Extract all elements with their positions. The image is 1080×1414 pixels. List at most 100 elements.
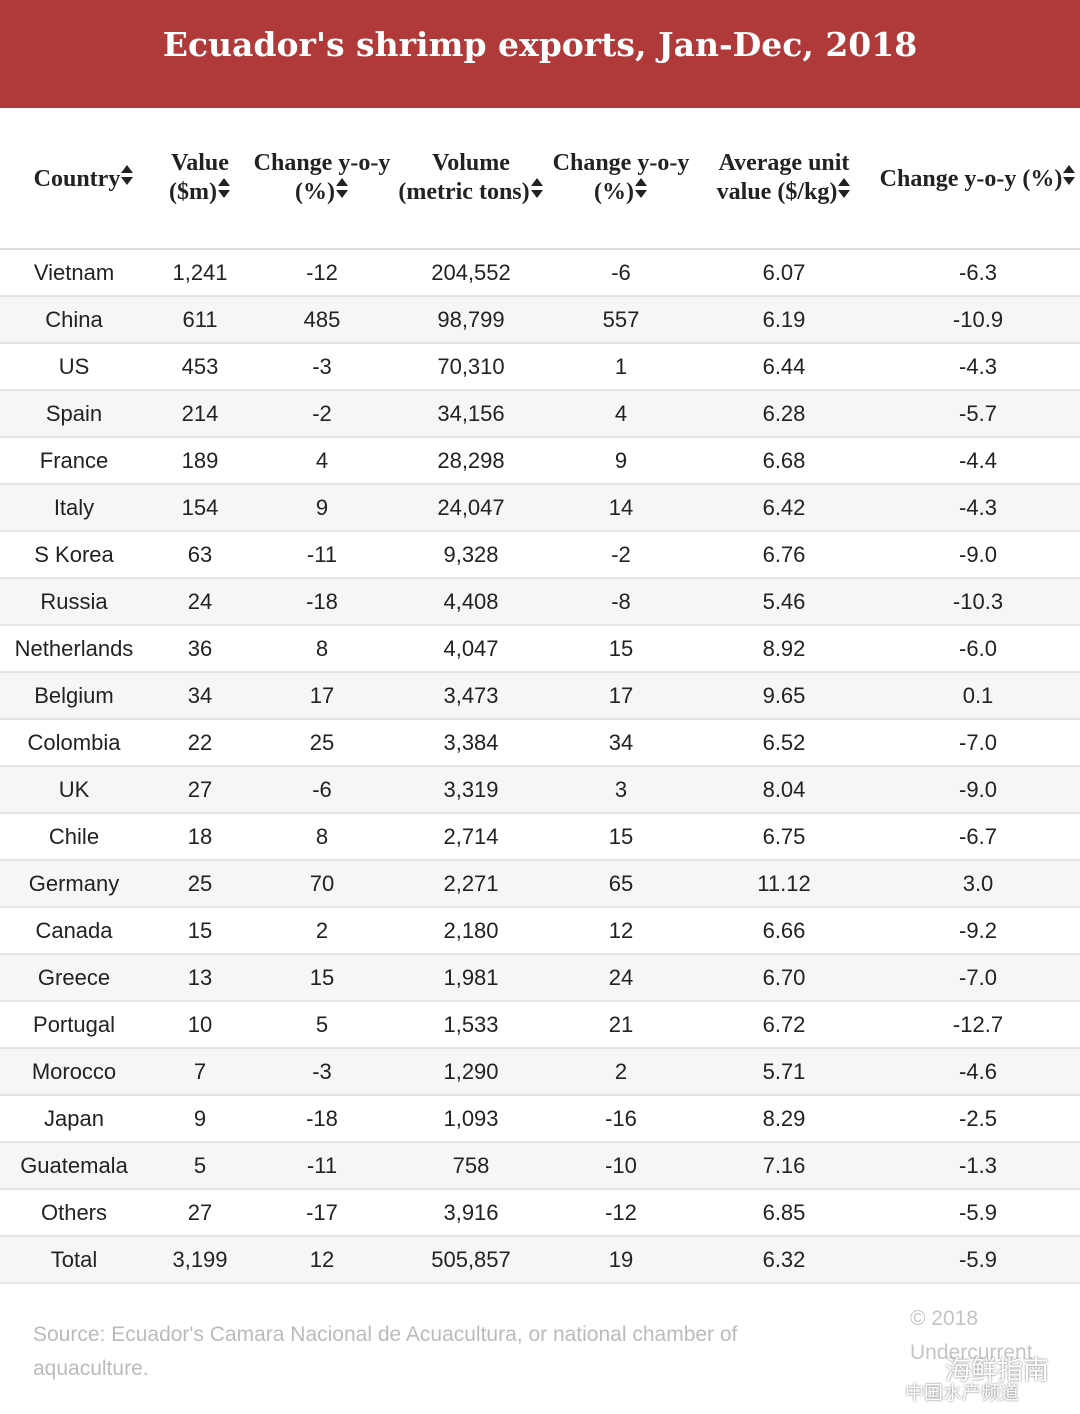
- column-header[interactable]: Average unit value ($/kg): [692, 108, 876, 250]
- sort-icon[interactable]: [837, 177, 851, 199]
- column-header[interactable]: Country: [0, 108, 148, 250]
- value-cell: 6.66: [692, 907, 876, 955]
- value-cell: -6.0: [876, 625, 1080, 673]
- value-cell: -11: [252, 531, 392, 579]
- value-cell: 4: [252, 437, 392, 485]
- value-cell: 15: [550, 813, 692, 861]
- value-cell: 557: [550, 296, 692, 344]
- column-header[interactable]: Change y-o-y (%): [252, 108, 392, 250]
- publisher: Undercurrent: [910, 1341, 1033, 1364]
- value-cell: 204,552: [392, 249, 550, 297]
- value-cell: -4.6: [876, 1048, 1080, 1096]
- value-cell: -10: [550, 1142, 692, 1190]
- country-cell: Total: [0, 1236, 148, 1284]
- table-row: Portugal 10 5 1,533 21 6.72 -12.7: [0, 1001, 1080, 1049]
- header-row: Country Value ($m) Change y-o-y (%) Volume …: [0, 108, 1080, 250]
- value-cell: -12: [550, 1189, 692, 1237]
- value-cell: -4.3: [876, 484, 1080, 532]
- table-row: Others 27 -17 3,916 -12 6.85 -5.9: [0, 1189, 1080, 1237]
- value-cell: 6.76: [692, 531, 876, 579]
- value-cell: 1,533: [392, 1001, 550, 1049]
- value-cell: 63: [148, 531, 252, 579]
- header-cell: Value ($m): [148, 150, 252, 206]
- value-cell: -2: [252, 390, 392, 438]
- value-cell: 7.16: [692, 1142, 876, 1190]
- value-cell: 24: [148, 578, 252, 626]
- value-cell: 24: [550, 954, 692, 1002]
- value-cell: 70: [252, 860, 392, 908]
- table-row: S Korea 63 -11 9,328 -2 6.76 -9.0: [0, 531, 1080, 579]
- value-cell: 8.29: [692, 1095, 876, 1143]
- value-cell: 2,180: [392, 907, 550, 955]
- value-cell: 6.85: [692, 1189, 876, 1237]
- table-row: Canada 15 2 2,180 12 6.66 -9.2: [0, 907, 1080, 955]
- value-cell: -7.0: [876, 719, 1080, 767]
- sort-icon[interactable]: [634, 177, 648, 199]
- country-cell: S Korea: [0, 531, 148, 579]
- column-header[interactable]: Volume (metric tons): [392, 108, 550, 250]
- country-cell: Colombia: [0, 719, 148, 767]
- value-cell: 453: [148, 343, 252, 391]
- header-cell: Average unit value ($/kg): [692, 150, 876, 206]
- value-cell: -12.7: [876, 1001, 1080, 1049]
- value-cell: 19: [550, 1236, 692, 1284]
- value-cell: 6.32: [692, 1236, 876, 1284]
- value-cell: -4.3: [876, 343, 1080, 391]
- value-cell: 25: [252, 719, 392, 767]
- value-cell: -4.4: [876, 437, 1080, 485]
- value-cell: 2,714: [392, 813, 550, 861]
- value-cell: 8: [252, 813, 392, 861]
- value-cell: 6.70: [692, 954, 876, 1002]
- value-cell: 758: [392, 1142, 550, 1190]
- value-cell: -7.0: [876, 954, 1080, 1002]
- header-cell: Change y-o-y (%): [252, 150, 392, 206]
- value-cell: 3: [550, 766, 692, 814]
- value-cell: 4,408: [392, 578, 550, 626]
- table-row: UK 27 -6 3,319 3 8.04 -9.0: [0, 766, 1080, 814]
- value-cell: 14: [550, 484, 692, 532]
- country-cell: Russia: [0, 578, 148, 626]
- value-cell: -3: [252, 1048, 392, 1096]
- country-cell: Canada: [0, 907, 148, 955]
- value-cell: -16: [550, 1095, 692, 1143]
- value-cell: 2: [252, 907, 392, 955]
- header-label: Change y-o-y (%): [253, 150, 391, 205]
- header-cell: Change y-o-y (%): [550, 150, 692, 206]
- value-cell: 27: [148, 766, 252, 814]
- column-header[interactable]: Value ($m): [148, 108, 252, 250]
- value-cell: -5.9: [876, 1236, 1080, 1284]
- header-label: Change y-o-y (%): [879, 165, 1063, 192]
- table-row: Italy 154 9 24,047 14 6.42 -4.3: [0, 484, 1080, 532]
- value-cell: 9: [252, 484, 392, 532]
- country-cell: Italy: [0, 484, 148, 532]
- country-cell: Portugal: [0, 1001, 148, 1049]
- value-cell: 6.75: [692, 813, 876, 861]
- sort-icon[interactable]: [335, 177, 349, 199]
- value-cell: -10.3: [876, 578, 1080, 626]
- value-cell: 28,298: [392, 437, 550, 485]
- value-cell: -6.7: [876, 813, 1080, 861]
- table-row: Russia 24 -18 4,408 -8 5.46 -10.3: [0, 578, 1080, 626]
- value-cell: 10: [148, 1001, 252, 1049]
- header-label: Average unit value ($/kg): [716, 150, 850, 205]
- value-cell: 0.1: [876, 672, 1080, 720]
- value-cell: 98,799: [392, 296, 550, 344]
- value-cell: 4: [550, 390, 692, 438]
- value-cell: -6: [252, 766, 392, 814]
- value-cell: 8.04: [692, 766, 876, 814]
- table-row: Guatemala 5 -11 758 -10 7.16 -1.3: [0, 1142, 1080, 1190]
- sort-icon[interactable]: [217, 177, 231, 199]
- value-cell: 18: [148, 813, 252, 861]
- country-cell: China: [0, 296, 148, 344]
- value-cell: -17: [252, 1189, 392, 1237]
- sort-icon[interactable]: [530, 177, 544, 199]
- sort-icon[interactable]: [120, 164, 134, 186]
- column-header[interactable]: Change y-o-y (%): [550, 108, 692, 250]
- sort-icon[interactable]: [1062, 164, 1076, 186]
- value-cell: 9.65: [692, 672, 876, 720]
- column-header[interactable]: Change y-o-y (%): [876, 108, 1080, 250]
- header-label: Change y-o-y (%): [552, 150, 690, 205]
- value-cell: -6: [550, 249, 692, 297]
- value-cell: 70,310: [392, 343, 550, 391]
